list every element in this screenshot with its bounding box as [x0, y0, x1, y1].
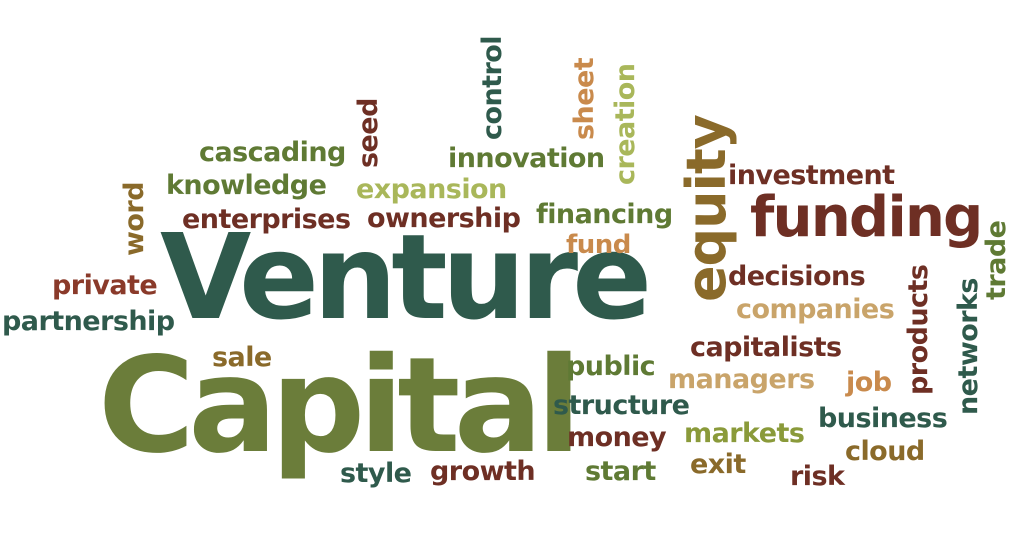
word-sheet: sheet — [569, 57, 600, 140]
word-innovation: innovation — [448, 143, 605, 174]
word-fund: fund — [566, 230, 631, 260]
word-risk: risk — [790, 461, 845, 492]
word-financing: financing — [536, 199, 673, 230]
word-private: private — [52, 270, 158, 301]
word-managers: managers — [668, 364, 815, 395]
word-capitalists: capitalists — [690, 332, 842, 363]
word-sale: sale — [212, 342, 272, 373]
word-ownership: ownership — [367, 203, 521, 234]
word-capital: Capital — [98, 329, 582, 483]
word-companies: companies — [736, 294, 895, 325]
word-decisions: decisions — [728, 261, 866, 292]
word-partnership: partnership — [2, 306, 175, 337]
word-seed: seed — [353, 98, 384, 168]
word-investment: investment — [728, 160, 895, 191]
word-venture: Venture — [160, 208, 652, 346]
word-exit: exit — [690, 449, 746, 480]
word-style: style — [340, 458, 412, 489]
word-creation: creation — [610, 63, 641, 185]
word-equity: equity — [675, 115, 738, 302]
word-word: word — [119, 182, 150, 256]
word-funding: funding — [750, 185, 983, 250]
word-knowledge: knowledge — [166, 170, 327, 201]
word-public: public — [566, 351, 656, 382]
word-job: job — [846, 367, 892, 398]
word-networks: networks — [953, 278, 984, 415]
word-expansion: expansion — [356, 174, 507, 205]
word-trade: trade — [981, 220, 1012, 300]
word-structure: structure — [553, 390, 690, 421]
word-cascading: cascading — [199, 137, 346, 168]
word-cloud: cloud — [845, 436, 925, 467]
word-products: products — [903, 264, 934, 395]
word-control: control — [477, 35, 508, 140]
word-growth: growth — [430, 456, 536, 487]
word-markets: markets — [684, 418, 805, 449]
word-start: start — [585, 456, 656, 487]
word-business: business — [818, 403, 948, 434]
word-money: money — [567, 422, 667, 453]
word-enterprises: enterprises — [182, 204, 351, 235]
